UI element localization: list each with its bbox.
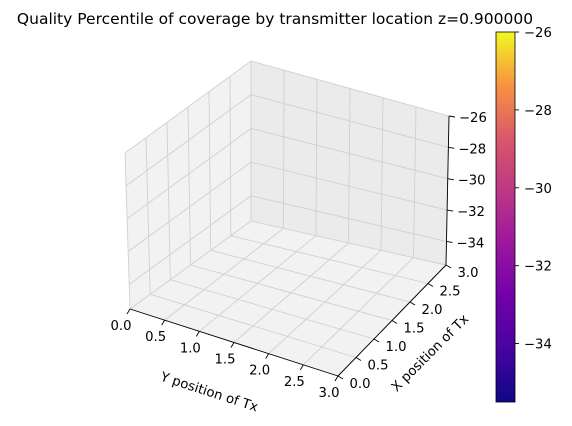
- colorbar-tick-label: −30: [524, 182, 552, 197]
- wall-gridline-x: [166, 122, 171, 280]
- y-tick-label: 1.0: [180, 341, 201, 356]
- wall-gridline-z: [127, 161, 448, 252]
- floor-gridline-x: [190, 264, 393, 321]
- y-tick-label: 0.0: [111, 319, 132, 334]
- z-tick-mark: [447, 209, 454, 212]
- z-tick-label: −26: [459, 111, 487, 126]
- floor-gridline-x: [250, 220, 447, 266]
- colorbar-gradient: [495, 31, 516, 403]
- wall-gridline-z: [126, 127, 448, 220]
- z-tick-label: −30: [458, 174, 486, 189]
- colorbar-tick-label: −32: [524, 260, 552, 275]
- z-axis-line: [445, 115, 450, 266]
- z-tick-label: −28: [458, 142, 486, 157]
- colorbar: −34 −32 −30 −28 −26: [495, 26, 552, 403]
- wall-gridline-z: [124, 60, 450, 154]
- wall-gridline-x: [208, 91, 212, 251]
- wall-gridline-y: [413, 106, 417, 258]
- wall-gridline-x: [145, 137, 151, 295]
- y-tick-mark: [265, 353, 270, 359]
- x-tick-mark: [445, 264, 452, 269]
- chart-title: Quality Percentile of coverage by transm…: [17, 10, 533, 28]
- wall-gridline-y: [315, 79, 318, 236]
- z-tick-mark: [448, 146, 455, 149]
- colorbar-ticks: −34 −32 −30 −28 −26: [515, 26, 552, 353]
- y-tick-mark: [230, 342, 235, 348]
- x-tick-label: 1.0: [386, 340, 407, 355]
- x-tick-mark: [427, 283, 434, 287]
- floor-gridline-x: [230, 235, 429, 284]
- x-tick-label: 0.0: [350, 377, 371, 392]
- colorbar-tick-label: −26: [524, 26, 552, 41]
- floor-gridline-x: [170, 279, 375, 340]
- x-tick-mark: [373, 338, 380, 343]
- y-tick-mark: [195, 331, 200, 337]
- floor-gridline-x: [210, 249, 411, 303]
- x-tick-mark: [409, 301, 416, 306]
- z-tick-label: −32: [457, 205, 485, 220]
- y-tick-label: 2.0: [249, 364, 270, 379]
- colorbar-tick-label: −34: [524, 338, 552, 353]
- wall-gridline-z: [128, 195, 447, 285]
- y-axis-label: Y position of Tx: [158, 370, 260, 416]
- x-tick-label: 2.5: [440, 285, 461, 300]
- x-tick-label: 1.5: [404, 322, 425, 337]
- y-tick-label: 1.5: [215, 353, 236, 368]
- wall-gridline-y: [380, 97, 384, 251]
- colorbar-tick-label: −28: [524, 104, 552, 119]
- y-tick-label: 2.5: [284, 375, 305, 390]
- z-tick-mark: [447, 178, 454, 181]
- floor-gridline-x: [150, 293, 357, 358]
- axes-3d-ticks: 0.0 0.5 1.0 1.5 2.0 2.5 3.0 0.0 0.5 1.0 1.5 2.0 2.5 3…: [111, 111, 487, 401]
- y-tick-mark: [161, 319, 166, 326]
- z-tick-mark: [446, 241, 453, 243]
- x-tick-label: 3.0: [458, 266, 479, 281]
- left-wall-pane: [125, 61, 251, 309]
- wall-gridline-y: [348, 88, 351, 244]
- back-wall-pane: [251, 61, 449, 265]
- x-tick-mark: [337, 375, 344, 380]
- wall-gridline-y: [283, 70, 285, 229]
- wall-gridline-x: [229, 76, 232, 236]
- y-tick-mark: [126, 308, 131, 315]
- x-tick-label: 2.0: [422, 303, 443, 318]
- y-tick-mark: [299, 364, 304, 371]
- wall-gridline-z: [125, 94, 449, 187]
- y-tick-label: 3.0: [319, 386, 340, 401]
- z-tick-mark: [448, 115, 456, 118]
- wall-gridline-x: [187, 106, 191, 266]
- z-tick-label: −34: [456, 236, 484, 251]
- axes-3d-grid: [124, 60, 450, 377]
- x-tick-mark: [391, 320, 398, 324]
- x-tick-mark: [355, 357, 362, 361]
- y-tick-label: 0.5: [145, 330, 166, 345]
- x-tick-label: 0.5: [368, 359, 389, 374]
- wall-gridline-x: [124, 152, 131, 310]
- y-tick-mark: [334, 375, 339, 382]
